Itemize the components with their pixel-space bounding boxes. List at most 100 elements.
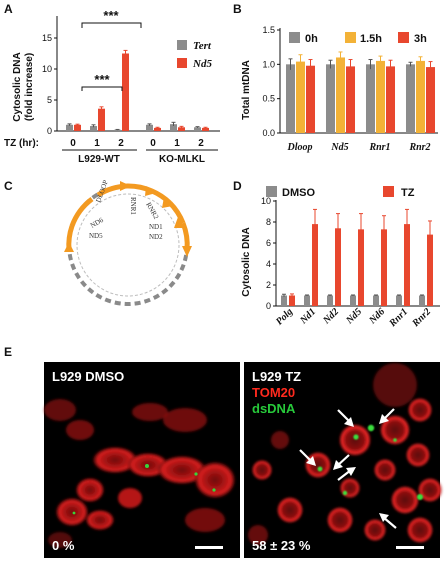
tz-percent: 58 ± 23 % [252, 538, 311, 553]
xtick-label: 1 [94, 138, 100, 149]
xtick-label: Nd1 [297, 306, 318, 327]
bar-dmso-nd5 [350, 295, 356, 306]
bar-1-5h-dloop [296, 61, 305, 133]
ytick-label: 1.5 [262, 25, 275, 35]
gene-label-nd2: ND2 [149, 233, 163, 241]
legend-swatch-3h [398, 32, 409, 43]
xtick-label: Rnr1 [387, 306, 410, 329]
panel-letter-d: D [233, 179, 242, 193]
bar-3h-dloop [306, 65, 315, 133]
ytick-label: 0.5 [262, 94, 275, 104]
legend-label-1-5h: 1.5h [360, 33, 382, 45]
bar-tert-1-0 [90, 126, 97, 131]
arrow-head-1 [120, 181, 131, 191]
legend-swatch-tert [177, 40, 187, 50]
legend-label-nd5: Nd5 [192, 58, 212, 70]
tz-stain-tom20: TOM20 [252, 385, 295, 400]
panel-d-legend: DMSO TZ [266, 186, 415, 199]
ytick-label: 6 [266, 238, 271, 248]
tz-scale-bar [396, 546, 424, 549]
bar-dmso-rnr2 [419, 295, 425, 306]
bar-tz-rnr2 [427, 234, 433, 306]
xtick-label: Rnr2 [408, 142, 430, 153]
xtick-label: 0 [70, 138, 76, 149]
panel-letter-c: C [4, 179, 13, 193]
legend-label-tert: Tert [193, 40, 212, 52]
legend-label-tz: TZ [401, 187, 415, 199]
panel-d-yticks: 0 2 4 6 8 10 [261, 196, 276, 311]
bar-dmso-polg [281, 295, 287, 306]
panel-a-ylabel-1: Cytosolic DNA [12, 52, 23, 121]
panel-a-legend: Tert Nd5 [177, 40, 212, 70]
bar-tz-rnr1 [404, 224, 410, 306]
bar-0h-nd5 [326, 64, 335, 133]
tz-title: L929 TZ [252, 369, 301, 384]
panel-a-yticks: 0 5 10 15 [42, 33, 57, 136]
arrow-2 [379, 408, 395, 424]
bar-tz-nd6 [381, 229, 387, 306]
ytick-label: 10 [261, 196, 271, 206]
legend-swatch-0h [289, 32, 300, 43]
panel-letter-a: A [4, 2, 13, 16]
bar-1-5h-rnr2 [416, 60, 425, 133]
bar-tz-nd2 [335, 228, 341, 306]
bar-tert-0-1 [146, 124, 153, 131]
bar-1-5h-nd5 [336, 57, 345, 133]
bar-nd5-2-1 [202, 127, 209, 131]
bar-dmso-rnr1 [396, 295, 402, 306]
arrow-1 [337, 409, 354, 427]
panel-b-ylabel: Total mtDNA [241, 60, 252, 120]
dmso-percent: 0 % [52, 538, 75, 553]
bar-0h-rnr2 [406, 64, 415, 133]
legend-swatch-1-5h [345, 32, 356, 43]
bar-tz-polg [289, 295, 295, 306]
arrow-head-5 [182, 246, 192, 257]
ytick-label: 15 [42, 33, 52, 43]
bar-dmso-nd2 [327, 295, 333, 306]
bar-3h-rnr1 [386, 66, 395, 133]
panel-d-ylabel: Cytosolic DNA [241, 227, 252, 296]
arrow-head-6 [64, 242, 74, 252]
bar-dmso-nd6 [373, 295, 379, 306]
bar-3h-rnr2 [426, 67, 435, 133]
panel-a-xticks: 0 1 2 0 1 2 [70, 138, 204, 149]
panel-b-chart: Total mtDNA 0.0 0.5 1.0 1.5 Dloop Nd5 Rnr1 Rnr… [241, 25, 438, 153]
gene-label-nd6: ND6 [89, 216, 105, 230]
legend-label-dmso: DMSO [282, 187, 315, 199]
panel-b-yticks: 0.0 0.5 1.0 1.5 [262, 25, 280, 138]
xtick-label: Nd5 [343, 306, 364, 327]
inner-ring [76, 193, 180, 297]
bar-tert-2-1 [194, 127, 201, 131]
panel-a-sig-bracket-1: *** [81, 72, 123, 91]
panel-b-legend: 0h 1.5h 3h [289, 32, 427, 45]
xtick-label: 2 [118, 138, 124, 149]
bar-1-5h-rnr1 [376, 60, 385, 133]
panel-c-mtdna-map: DLOOP RNR1 RNR2 ND1 ND2 ND5 ND6 [64, 179, 192, 306]
panel-letter-e: E [4, 345, 12, 359]
xtick-label: 2 [198, 138, 204, 149]
bar-0h-dloop [286, 64, 295, 133]
micrograph-tz: L929 TZ TOM20 dsDNA 58 ± 23 % [244, 362, 442, 558]
arrow-3 [299, 449, 316, 466]
bar-nd5-1-0 [98, 108, 105, 131]
bar-dmso-nd1 [304, 295, 310, 306]
arrow-4 [333, 454, 350, 470]
dmso-scale-bar [195, 546, 223, 549]
tz-stain-dsdna: dsDNA [252, 401, 296, 416]
legend-swatch-nd5 [177, 58, 187, 68]
ytick-label: 8 [266, 217, 271, 227]
bar-0h-rnr1 [366, 64, 375, 133]
panel-b-bars [286, 51, 435, 133]
panel-a-bars [66, 49, 209, 131]
panel-a-group-label-2: KO-MLKL [159, 154, 205, 165]
dmso-cells [44, 399, 235, 548]
panel-b-xticks: Dloop Nd5 Rnr1 Rnr2 [287, 142, 431, 153]
bar-tz-nd5 [358, 229, 364, 306]
panel-a-sig-label-1: *** [94, 72, 110, 87]
ytick-label: 4 [266, 259, 271, 269]
legend-swatch-tz [383, 186, 394, 197]
arc-nd5 [69, 197, 94, 227]
